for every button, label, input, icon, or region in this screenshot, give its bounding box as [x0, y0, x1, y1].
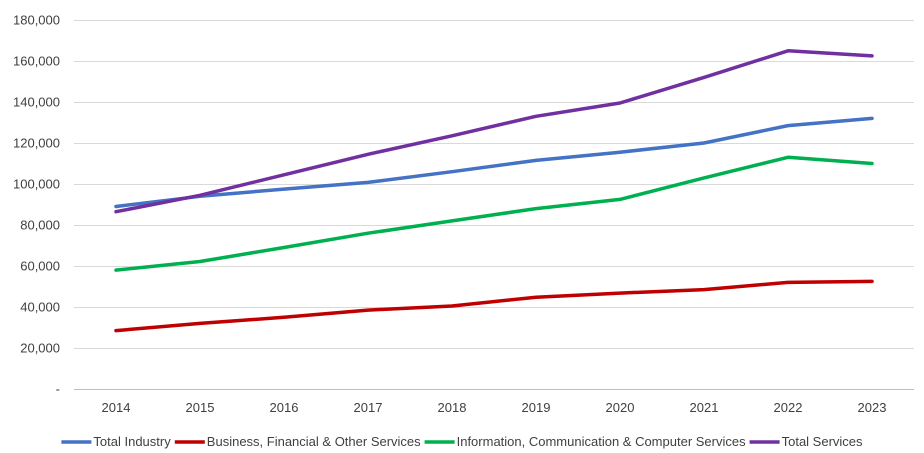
x-tick-label: 2014 [102, 400, 131, 415]
series-line-3 [114, 155, 874, 272]
series-line-1 [114, 116, 874, 209]
y-tick-label: 100,000 [13, 177, 60, 192]
y-axis-tick-labels: - 20,000 40,000 60,000 80,000 100,000 120,000 1… [13, 13, 60, 397]
y-tick-label: 180,000 [13, 13, 60, 28]
x-axis-tick-labels: 2014 2015 2016 2017 2018 2019 2020 2021 2022 2023 [102, 400, 887, 415]
y-tick-label: 60,000 [20, 259, 60, 274]
y-tick-label: 40,000 [20, 300, 60, 315]
legend-item: Business, Financial & Other Services [174, 434, 421, 449]
x-tick-label: 2018 [438, 400, 467, 415]
legend: Total Industry Business, Financial & Othe… [61, 434, 863, 449]
y-tick-label: - [56, 382, 60, 397]
x-tick-label: 2020 [606, 400, 635, 415]
x-tick-label: 2017 [354, 400, 383, 415]
y-tick-label: 120,000 [13, 136, 60, 151]
gridlines [74, 20, 914, 390]
y-tick-label: 20,000 [20, 341, 60, 356]
x-tick-label: 2021 [690, 400, 719, 415]
x-tick-label: 2019 [522, 400, 551, 415]
series-line-4 [114, 49, 874, 214]
legend-label: Total Industry [93, 434, 171, 449]
legend-label: Information, Communication & Computer Se… [457, 434, 747, 449]
x-tick-label: 2016 [270, 400, 299, 415]
legend-item: Total Services [749, 434, 863, 449]
legend-label: Business, Financial & Other Services [207, 434, 421, 449]
legend-item: Information, Communication & Computer Se… [424, 434, 747, 449]
series-line-2 [114, 279, 874, 333]
y-tick-label: 140,000 [13, 95, 60, 110]
x-tick-label: 2015 [186, 400, 215, 415]
legend-label: Total Services [782, 434, 863, 449]
y-tick-label: 160,000 [13, 54, 60, 69]
legend-item: Total Industry [61, 434, 171, 449]
x-tick-label: 2022 [774, 400, 803, 415]
x-tick-label: 2023 [858, 400, 887, 415]
y-tick-label: 80,000 [20, 218, 60, 233]
series-lines [114, 49, 874, 333]
